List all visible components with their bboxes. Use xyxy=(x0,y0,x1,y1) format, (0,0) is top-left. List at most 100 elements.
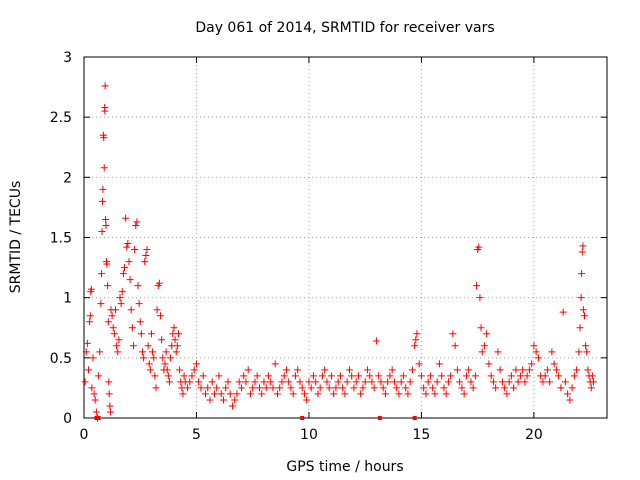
data-point xyxy=(171,336,179,344)
y-tick-label: 2 xyxy=(63,170,72,186)
data-point xyxy=(519,366,527,374)
data-point xyxy=(128,324,136,332)
y-tick-labels: 0 0.5 1 1.5 2 2.5 3 xyxy=(50,50,72,427)
data-point xyxy=(213,384,221,392)
data-point xyxy=(102,215,110,223)
data-point xyxy=(525,366,533,374)
data-point xyxy=(415,360,423,368)
data-point xyxy=(579,306,587,314)
data-point xyxy=(406,378,414,386)
data-point xyxy=(197,384,205,392)
data-point xyxy=(120,264,128,272)
data-point xyxy=(206,396,214,404)
data-point xyxy=(462,372,470,380)
data-point xyxy=(587,384,595,392)
data-point xyxy=(402,384,410,392)
data-point xyxy=(244,366,252,374)
data-point xyxy=(210,390,218,398)
data-point xyxy=(501,384,509,392)
data-point xyxy=(91,396,99,404)
data-point xyxy=(149,348,157,356)
data-point xyxy=(176,366,184,374)
data-point xyxy=(546,378,554,386)
data-point xyxy=(114,348,122,356)
data-point xyxy=(368,378,376,386)
data-point xyxy=(312,378,320,386)
data-point xyxy=(106,402,114,410)
data-point xyxy=(267,378,275,386)
data-point xyxy=(165,378,173,386)
data-point xyxy=(87,285,95,293)
data-point xyxy=(449,330,457,338)
data-point xyxy=(361,378,369,386)
data-point xyxy=(195,378,203,386)
data-point xyxy=(429,384,437,392)
data-point xyxy=(271,360,279,368)
data-point xyxy=(118,288,126,296)
data-point xyxy=(242,378,250,386)
data-point xyxy=(366,372,374,380)
data-point xyxy=(180,372,188,380)
data-point xyxy=(431,390,439,398)
data-point xyxy=(559,308,567,316)
data-point xyxy=(188,372,196,380)
data-point xyxy=(583,348,591,356)
data-point xyxy=(84,366,92,374)
data-point xyxy=(521,378,529,386)
x-tick-labels: 0 5 10 15 20 xyxy=(80,427,543,443)
data-point xyxy=(183,384,191,392)
data-point xyxy=(253,372,261,380)
axis-ticks xyxy=(83,56,607,419)
data-point xyxy=(131,246,139,254)
data-point xyxy=(96,348,104,356)
data-point xyxy=(86,318,94,326)
data-point xyxy=(570,372,578,380)
data-point xyxy=(235,378,243,386)
zero-marker xyxy=(300,416,305,420)
data-point xyxy=(579,242,587,250)
data-point xyxy=(255,384,263,392)
data-point xyxy=(98,227,106,235)
data-point xyxy=(123,243,131,251)
data-point xyxy=(325,384,333,392)
data-point xyxy=(158,336,166,344)
data-point xyxy=(307,384,315,392)
data-point xyxy=(417,372,425,380)
data-point xyxy=(117,300,125,308)
data-point xyxy=(323,378,331,386)
data-point xyxy=(98,197,106,205)
data-point xyxy=(433,378,441,386)
data-point xyxy=(469,384,477,392)
data-point xyxy=(534,354,542,362)
zero-marker xyxy=(96,416,101,420)
data-point xyxy=(199,372,207,380)
data-point xyxy=(395,390,403,398)
data-point xyxy=(507,372,515,380)
data-point xyxy=(354,372,362,380)
data-point xyxy=(539,378,547,386)
data-point xyxy=(217,390,225,398)
data-point xyxy=(208,378,216,386)
data-point xyxy=(163,366,171,374)
data-point xyxy=(578,270,586,278)
data-point xyxy=(192,360,200,368)
data-point xyxy=(89,354,97,362)
data-point xyxy=(555,372,563,380)
data-point xyxy=(108,312,116,320)
y-tick-label: 0 xyxy=(63,411,72,427)
data-point xyxy=(451,342,459,350)
data-point xyxy=(321,366,329,374)
data-point xyxy=(231,396,239,404)
data-point xyxy=(219,396,227,404)
data-point xyxy=(119,270,127,278)
data-point xyxy=(103,260,111,268)
data-point xyxy=(113,342,121,350)
x-tick-label: 15 xyxy=(413,427,431,443)
data-point xyxy=(498,378,506,386)
data-point xyxy=(573,366,581,374)
data-point xyxy=(101,107,109,115)
data-point xyxy=(568,384,576,392)
data-point xyxy=(298,384,306,392)
data-point xyxy=(107,408,115,416)
data-point xyxy=(548,348,556,356)
